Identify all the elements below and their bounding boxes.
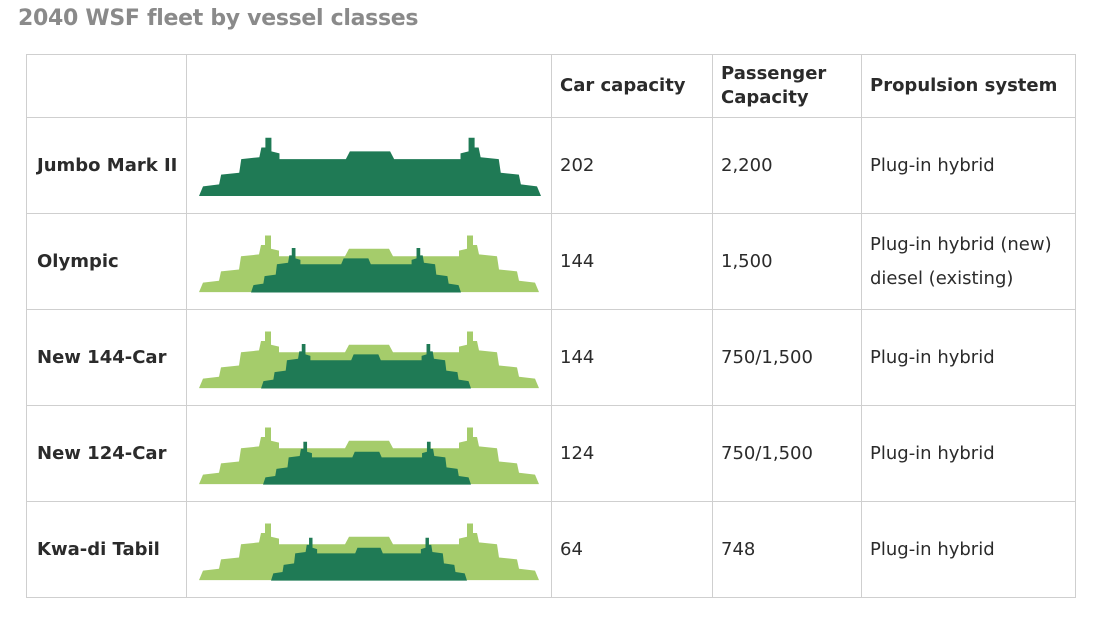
propulsion: Plug-in hybrid	[861, 117, 1076, 214]
header-cell: Propulsion system	[861, 54, 1076, 118]
ship-cell	[186, 213, 552, 310]
propulsion: Plug-in hybrid (new) diesel (existing)	[861, 213, 1076, 310]
vessel-name: Olympic	[26, 213, 187, 310]
propulsion-line: Plug-in hybrid (new)	[870, 233, 1052, 255]
table-row: Olympic 144 1,500 Plug-in hybrid (new) diese…	[26, 213, 1076, 310]
propulsion-line: diesel (existing)	[870, 267, 1014, 289]
title: 2040 WSF fleet by vessel classes	[18, 6, 419, 31]
propulsion: Plug-in hybrid	[861, 501, 1076, 598]
ship-shape	[199, 137, 541, 197]
propulsion-line: Plug-in hybrid	[870, 346, 995, 368]
fleet-table: Car capacity Passenger Capacity Propulsi…	[26, 54, 1076, 598]
passenger-capacity: 750/1,500	[712, 405, 862, 502]
ship-silhouette	[199, 331, 539, 389]
car-capacity: 202	[551, 117, 713, 214]
car-capacity: 64	[551, 501, 713, 598]
car-capacity: 144	[551, 309, 713, 406]
header-cell: Car capacity	[551, 54, 713, 118]
propulsion-line: Plug-in hybrid	[870, 442, 995, 464]
header-cell	[186, 54, 552, 118]
propulsion-line: Plug-in hybrid	[870, 154, 995, 176]
ship-silhouette	[199, 427, 539, 485]
table-row: Jumbo Mark II 202 2,200 Plug-in hybrid	[26, 117, 1076, 214]
car-capacity: 144	[551, 213, 713, 310]
propulsion: Plug-in hybrid	[861, 309, 1076, 406]
table-row: New 124-Car 124 750/1,500 Plug-in hybrid	[26, 405, 1076, 502]
ship-cell	[186, 309, 552, 406]
table-row: Kwa-di Tabil 64 748 Plug-in hybrid	[26, 501, 1076, 598]
passenger-capacity: 750/1,500	[712, 309, 862, 406]
car-capacity: 124	[551, 405, 713, 502]
passenger-capacity: 748	[712, 501, 862, 598]
vessel-name: Jumbo Mark II	[26, 117, 187, 214]
vessel-name: New 124-Car	[26, 405, 187, 502]
passenger-capacity: 1,500	[712, 213, 862, 310]
ship-cell	[186, 501, 552, 598]
table-row: New 144-Car 144 750/1,500 Plug-in hybrid	[26, 309, 1076, 406]
ship-silhouette	[199, 235, 539, 293]
vessel-name: New 144-Car	[26, 309, 187, 406]
propulsion-line: Plug-in hybrid	[870, 538, 995, 560]
header-row: Car capacity Passenger Capacity Propulsi…	[26, 54, 1076, 118]
header-cell: Passenger Capacity	[712, 54, 862, 118]
ship-cell	[186, 405, 552, 502]
vessel-name: Kwa-di Tabil	[26, 501, 187, 598]
ship-silhouette	[199, 137, 541, 197]
propulsion: Plug-in hybrid	[861, 405, 1076, 502]
ship-silhouette	[199, 523, 539, 581]
passenger-capacity: 2,200	[712, 117, 862, 214]
header-cell	[26, 54, 187, 118]
ship-cell	[186, 117, 552, 214]
table-body: Jumbo Mark II 202 2,200 Plug-in hybrid Olymp…	[26, 117, 1076, 598]
